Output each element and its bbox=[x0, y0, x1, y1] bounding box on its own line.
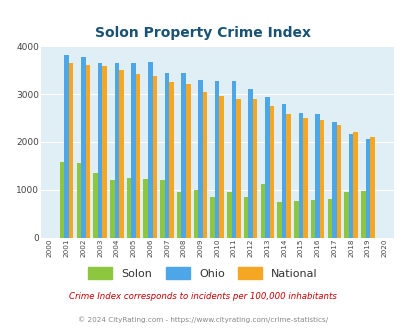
Bar bbox=[264, 97, 269, 238]
Bar bbox=[315, 114, 319, 238]
Bar bbox=[293, 201, 298, 238]
Bar bbox=[286, 114, 290, 238]
Legend: Solon, Ohio, National: Solon, Ohio, National bbox=[83, 263, 322, 283]
Bar bbox=[143, 179, 148, 238]
Bar bbox=[360, 191, 365, 238]
Bar bbox=[303, 118, 307, 238]
Bar bbox=[248, 89, 252, 238]
Bar bbox=[93, 173, 98, 238]
Bar bbox=[181, 73, 185, 238]
Bar bbox=[210, 197, 214, 238]
Bar bbox=[81, 57, 85, 238]
Bar bbox=[177, 192, 181, 238]
Bar bbox=[252, 99, 257, 238]
Bar bbox=[160, 180, 164, 238]
Bar bbox=[352, 132, 357, 238]
Bar bbox=[119, 70, 123, 238]
Bar bbox=[110, 180, 114, 238]
Bar bbox=[219, 96, 224, 238]
Bar bbox=[126, 178, 131, 238]
Bar bbox=[365, 139, 369, 238]
Bar bbox=[76, 163, 81, 238]
Bar bbox=[85, 65, 90, 238]
Bar bbox=[236, 99, 240, 238]
Bar bbox=[327, 199, 331, 238]
Bar bbox=[298, 113, 303, 238]
Bar bbox=[64, 55, 68, 238]
Bar bbox=[193, 190, 198, 238]
Bar bbox=[214, 81, 219, 238]
Bar bbox=[152, 76, 157, 238]
Bar bbox=[202, 92, 207, 238]
Bar bbox=[68, 63, 73, 238]
Bar bbox=[198, 80, 202, 238]
Bar bbox=[331, 122, 336, 238]
Bar bbox=[185, 84, 190, 238]
Bar bbox=[310, 200, 315, 238]
Bar bbox=[164, 73, 169, 238]
Bar bbox=[131, 63, 135, 238]
Bar bbox=[231, 81, 236, 238]
Bar bbox=[348, 134, 352, 238]
Bar bbox=[277, 202, 281, 238]
Bar bbox=[260, 184, 264, 238]
Text: © 2024 CityRating.com - https://www.cityrating.com/crime-statistics/: © 2024 CityRating.com - https://www.city… bbox=[78, 316, 327, 323]
Bar bbox=[60, 162, 64, 238]
Bar bbox=[148, 62, 152, 238]
Bar bbox=[281, 104, 286, 238]
Bar bbox=[98, 63, 102, 238]
Text: Crime Index corresponds to incidents per 100,000 inhabitants: Crime Index corresponds to incidents per… bbox=[69, 292, 336, 301]
Bar bbox=[135, 74, 140, 238]
Bar bbox=[369, 137, 374, 238]
Bar bbox=[114, 63, 119, 238]
Bar bbox=[243, 197, 248, 238]
Text: Solon Property Crime Index: Solon Property Crime Index bbox=[95, 26, 310, 40]
Bar bbox=[269, 106, 273, 238]
Bar bbox=[169, 82, 173, 238]
Bar bbox=[227, 192, 231, 238]
Bar bbox=[343, 192, 348, 238]
Bar bbox=[336, 125, 340, 238]
Bar bbox=[319, 120, 324, 238]
Bar bbox=[102, 66, 107, 238]
